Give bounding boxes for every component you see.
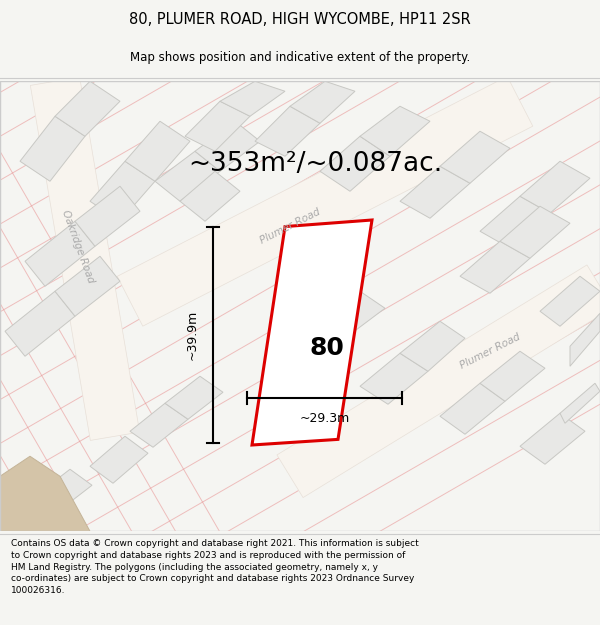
- Text: Plumer Road: Plumer Road: [458, 332, 522, 371]
- Polygon shape: [255, 106, 320, 156]
- Polygon shape: [125, 121, 190, 181]
- Polygon shape: [90, 436, 148, 483]
- Text: Contains OS data © Crown copyright and database right 2021. This information is : Contains OS data © Crown copyright and d…: [11, 539, 419, 595]
- Polygon shape: [460, 241, 530, 293]
- Polygon shape: [540, 276, 600, 326]
- Text: ~353m²/~0.087ac.: ~353m²/~0.087ac.: [188, 151, 442, 177]
- Polygon shape: [480, 196, 550, 248]
- Polygon shape: [440, 383, 505, 434]
- Polygon shape: [520, 161, 590, 213]
- Polygon shape: [25, 221, 95, 286]
- Text: 80: 80: [310, 336, 344, 360]
- Polygon shape: [165, 376, 223, 419]
- Polygon shape: [55, 256, 120, 316]
- Polygon shape: [520, 413, 585, 464]
- Text: Oakridge Road: Oakridge Road: [60, 208, 96, 284]
- Text: Plumer Road: Plumer Road: [258, 207, 322, 246]
- Polygon shape: [400, 321, 465, 371]
- Polygon shape: [252, 220, 372, 445]
- Polygon shape: [360, 106, 430, 156]
- Polygon shape: [35, 469, 92, 512]
- Polygon shape: [185, 101, 250, 151]
- Text: ~29.3m: ~29.3m: [299, 412, 350, 425]
- Polygon shape: [31, 77, 140, 441]
- Text: 80, PLUMER ROAD, HIGH WYCOMBE, HP11 2SR: 80, PLUMER ROAD, HIGH WYCOMBE, HP11 2SR: [129, 12, 471, 28]
- Polygon shape: [75, 186, 140, 246]
- Polygon shape: [320, 136, 390, 191]
- Polygon shape: [55, 81, 120, 136]
- Polygon shape: [400, 166, 470, 218]
- Polygon shape: [280, 321, 345, 368]
- Polygon shape: [440, 131, 510, 183]
- Polygon shape: [320, 291, 385, 338]
- Polygon shape: [90, 161, 155, 221]
- Polygon shape: [220, 81, 285, 116]
- Polygon shape: [277, 265, 600, 498]
- Polygon shape: [570, 313, 600, 366]
- Polygon shape: [180, 171, 240, 221]
- Text: ~39.9m: ~39.9m: [186, 310, 199, 360]
- Polygon shape: [20, 116, 85, 181]
- Polygon shape: [195, 121, 260, 171]
- Polygon shape: [360, 353, 428, 404]
- Polygon shape: [500, 206, 570, 258]
- Polygon shape: [130, 403, 188, 448]
- Polygon shape: [560, 383, 600, 423]
- Polygon shape: [155, 151, 220, 201]
- Polygon shape: [290, 81, 355, 123]
- Polygon shape: [480, 351, 545, 401]
- Polygon shape: [0, 456, 90, 531]
- Polygon shape: [117, 76, 533, 326]
- Text: Map shows position and indicative extent of the property.: Map shows position and indicative extent…: [130, 51, 470, 64]
- Polygon shape: [5, 291, 75, 356]
